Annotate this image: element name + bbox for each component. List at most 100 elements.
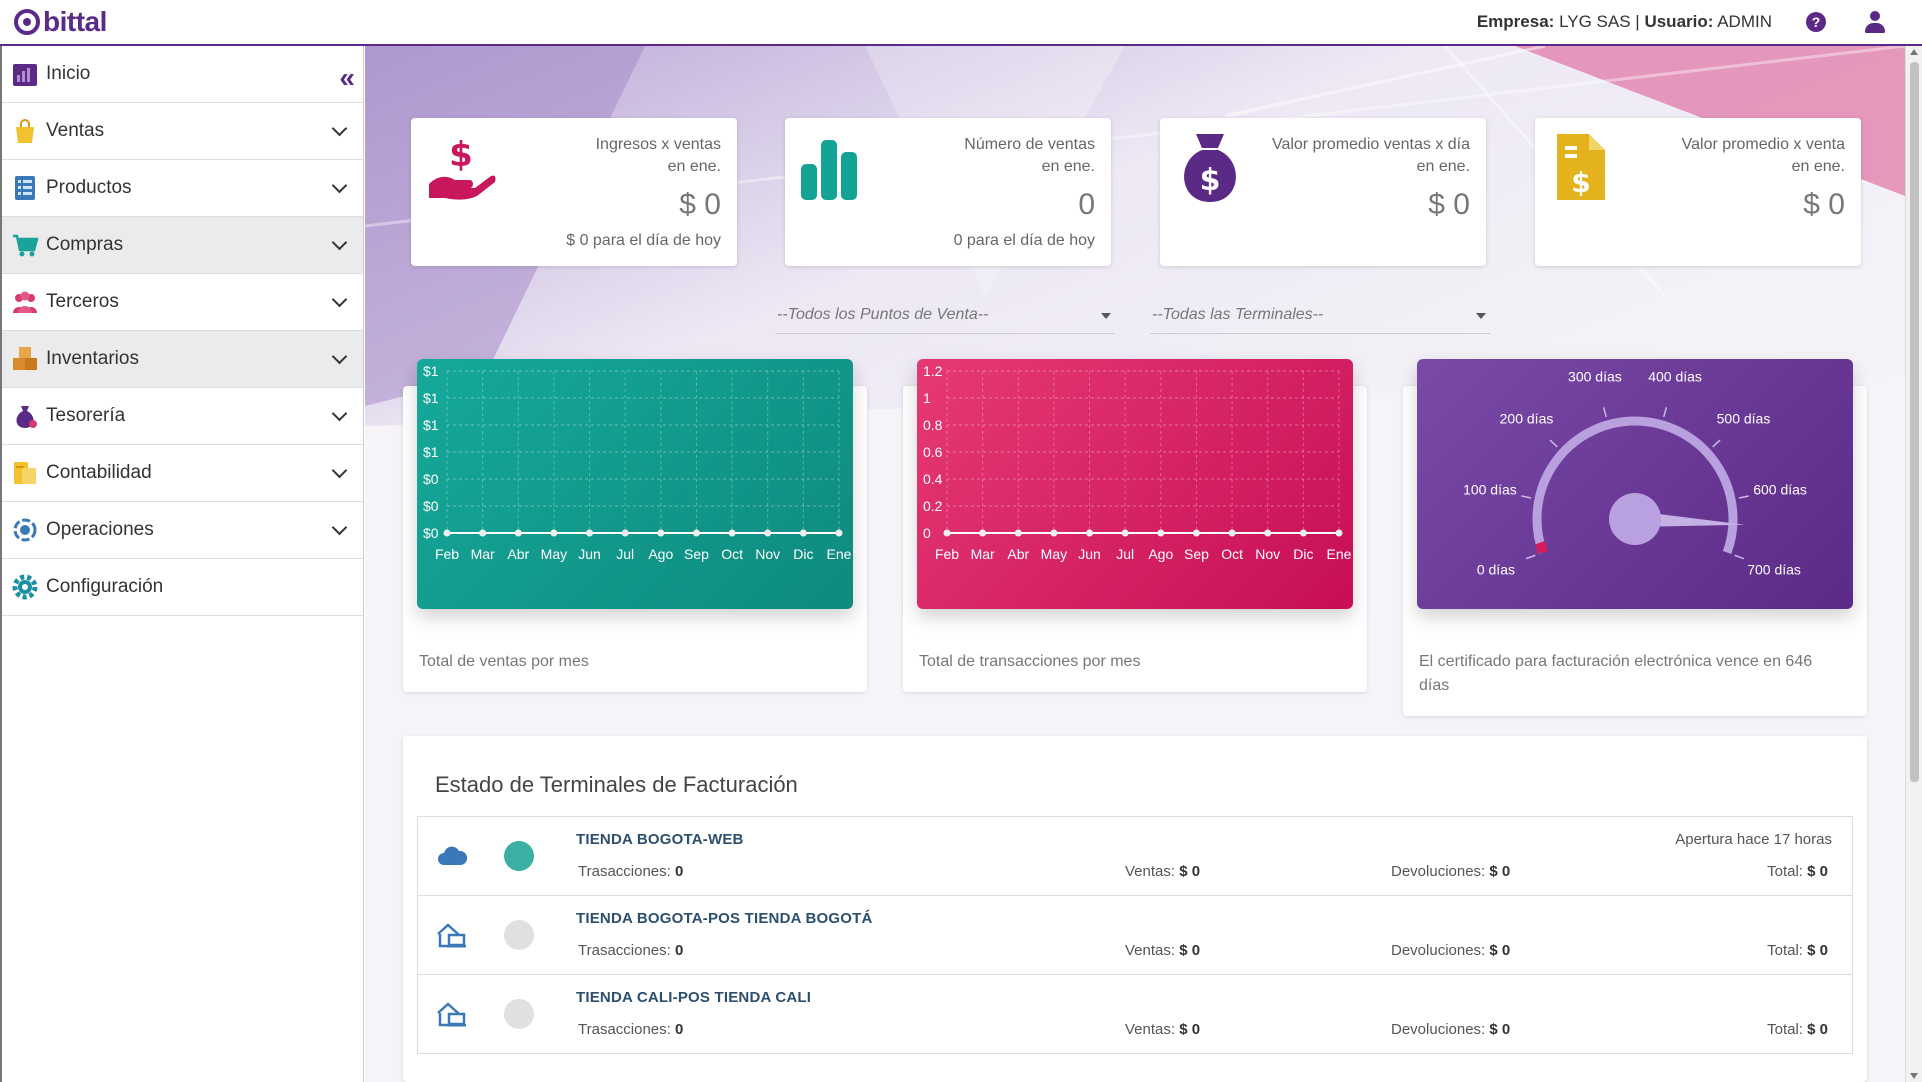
terminal-total: Total: $ 0 <box>1767 863 1828 880</box>
chevron-down-icon[interactable] <box>331 177 348 194</box>
status-indicator <box>504 920 534 950</box>
sidebar-item-inventarios[interactable]: Inventarios <box>2 331 363 388</box>
x-tick-label: Abr <box>507 546 529 562</box>
terminal-returns: Devoluciones: $ 0 <box>1391 942 1511 959</box>
boxes-icon <box>13 347 37 370</box>
svg-text:$: $ <box>449 135 473 175</box>
chevron-down-icon[interactable] <box>331 120 348 137</box>
money-bag-icon: $ <box>1184 134 1236 202</box>
kpi-label: Valor promedio ventas x día en ene. <box>1250 134 1470 178</box>
y-tick-label: 1.2 <box>923 363 943 379</box>
chart-caption: Total de ventas por mes <box>419 653 589 670</box>
chevron-down-icon[interactable] <box>331 405 348 422</box>
terminal-returns: Devoluciones: $ 0 <box>1391 1021 1511 1038</box>
x-tick-label: Sep <box>1184 546 1209 562</box>
y-tick-label: $0 <box>423 525 439 541</box>
scroll-down-icon[interactable] <box>1910 1073 1918 1079</box>
kpi-label-line1: Valor promedio x venta <box>1681 136 1845 153</box>
table-row[interactable]: TIENDA BOGOTA-WEB Apertura hace 17 horas… <box>418 817 1852 896</box>
y-tick-label: $0 <box>423 498 439 514</box>
invoice-icon: $ <box>1557 134 1605 200</box>
data-point <box>1086 529 1094 537</box>
user-icon[interactable] <box>1864 10 1886 34</box>
table-row[interactable]: TIENDA CALI-POS TIENDA CALI Trasacciones… <box>418 975 1852 1053</box>
x-tick-label: Jul <box>616 546 634 562</box>
x-tick-label: Nov <box>1255 546 1280 562</box>
x-tick-label: Jul <box>1116 546 1134 562</box>
data-point <box>1121 529 1129 537</box>
caption-line2: días <box>1419 677 1450 694</box>
scroll-up-icon[interactable] <box>1910 49 1918 55</box>
sidebar-item-label: Ventas <box>46 120 105 141</box>
sidebar-item-operaciones[interactable]: Operaciones <box>2 502 363 559</box>
kpi-label-line1: Valor promedio ventas x día <box>1271 136 1470 153</box>
chevron-down-icon[interactable] <box>331 291 348 308</box>
dashboard-icon <box>13 64 37 86</box>
chevron-down-icon[interactable] <box>331 348 348 365</box>
scrollbar-thumb[interactable] <box>1910 62 1919 782</box>
chevron-down-icon[interactable] <box>331 519 348 536</box>
sales-line-chart: $1 $1 $1 $1 $0 $0 $0 Feb Mar Abr May Jun Jul Ago Sep Oc… <box>423 363 852 562</box>
chevron-down-icon[interactable] <box>331 462 348 479</box>
sidebar-item-terceros[interactable]: Terceros <box>2 274 363 331</box>
vertical-scrollbar[interactable] <box>1905 46 1922 1082</box>
bar-chart-icon <box>801 140 857 200</box>
sidebar-item-productos[interactable]: Productos <box>2 160 363 217</box>
ledger-icon <box>14 462 36 484</box>
kpi-card-sales-income: $ Ingresos x ventas en ene. $ 0 $ 0 para… <box>411 118 737 266</box>
gauge-tick-label: 300 días <box>1568 369 1622 385</box>
terminal-name[interactable]: TIENDA CALI-POS TIENDA CALI <box>576 989 812 1006</box>
sidebar-item-configuracion[interactable]: Configuración <box>2 559 363 616</box>
x-tick-label: Jun <box>1078 546 1101 562</box>
kpi-value: 0 <box>1078 188 1095 221</box>
gauge-tick <box>1662 407 1668 418</box>
sidebar-item-contabilidad[interactable]: Contabilidad <box>2 445 363 502</box>
data-point <box>1050 529 1058 537</box>
logo[interactable]: bittal <box>14 6 107 38</box>
sidebar-item-compras[interactable]: Compras <box>2 217 363 274</box>
x-tick-label: Abr <box>1007 546 1029 562</box>
terminal-name[interactable]: TIENDA BOGOTA-POS TIENDA BOGOTÁ <box>576 910 873 927</box>
table-row[interactable]: TIENDA BOGOTA-POS TIENDA BOGOTÁ Trasacci… <box>418 896 1852 975</box>
sidebar-item-label: Inicio <box>46 63 91 84</box>
company-user-info: Empresa: LYG SAS | Usuario: ADMIN <box>1477 12 1772 32</box>
data-point <box>799 529 807 537</box>
points-of-sale-select[interactable]: --Todos los Puntos de Venta-- <box>775 294 1115 334</box>
help-icon[interactable]: ? <box>1806 12 1826 32</box>
gauge-needle <box>1634 511 1745 527</box>
gauge-alert-segment <box>1535 540 1548 554</box>
people-icon <box>13 291 37 313</box>
data-point <box>550 529 558 537</box>
user-name: ADMIN <box>1717 12 1772 31</box>
sidebar-item-tesoreria[interactable]: Tesorería <box>2 388 363 445</box>
data-point <box>1228 529 1236 537</box>
separator: | <box>1635 12 1640 31</box>
kpi-value: $ 0 <box>1803 188 1845 221</box>
collapse-sidebar-icon[interactable]: « <box>339 62 354 93</box>
kpi-label-line2: en ene. <box>1791 158 1845 175</box>
chevron-down-icon[interactable] <box>331 234 348 251</box>
x-tick-label: Ene <box>1327 546 1352 562</box>
sidebar-item-inicio[interactable]: Inicio « <box>2 46 363 103</box>
x-tick-label: May <box>541 546 567 562</box>
sidebar-item-ventas[interactable]: Ventas <box>2 103 363 160</box>
data-point <box>1335 529 1343 537</box>
logo-text: bittal <box>43 6 107 37</box>
data-point <box>586 529 594 537</box>
terminals-select[interactable]: --Todas las Terminales-- <box>1150 294 1490 334</box>
money-bag-icon <box>16 406 37 428</box>
gear-icon <box>12 574 38 600</box>
gauge-tick-label: 100 días <box>1463 482 1517 498</box>
y-tick-label: 0 <box>923 525 931 541</box>
gauge-tick <box>1738 495 1749 499</box>
kpi-label: Valor promedio x venta en ene. <box>1625 134 1845 178</box>
x-tick-label: Nov <box>755 546 780 562</box>
data-point <box>835 529 843 537</box>
data-point <box>514 529 522 537</box>
user-label: Usuario: <box>1644 12 1714 31</box>
y-tick-label: $1 <box>423 390 439 406</box>
select-value: --Todas las Terminales-- <box>1152 306 1324 323</box>
terminal-name[interactable]: TIENDA BOGOTA-WEB <box>576 831 744 848</box>
sidebar-item-label: Configuración <box>46 576 164 597</box>
